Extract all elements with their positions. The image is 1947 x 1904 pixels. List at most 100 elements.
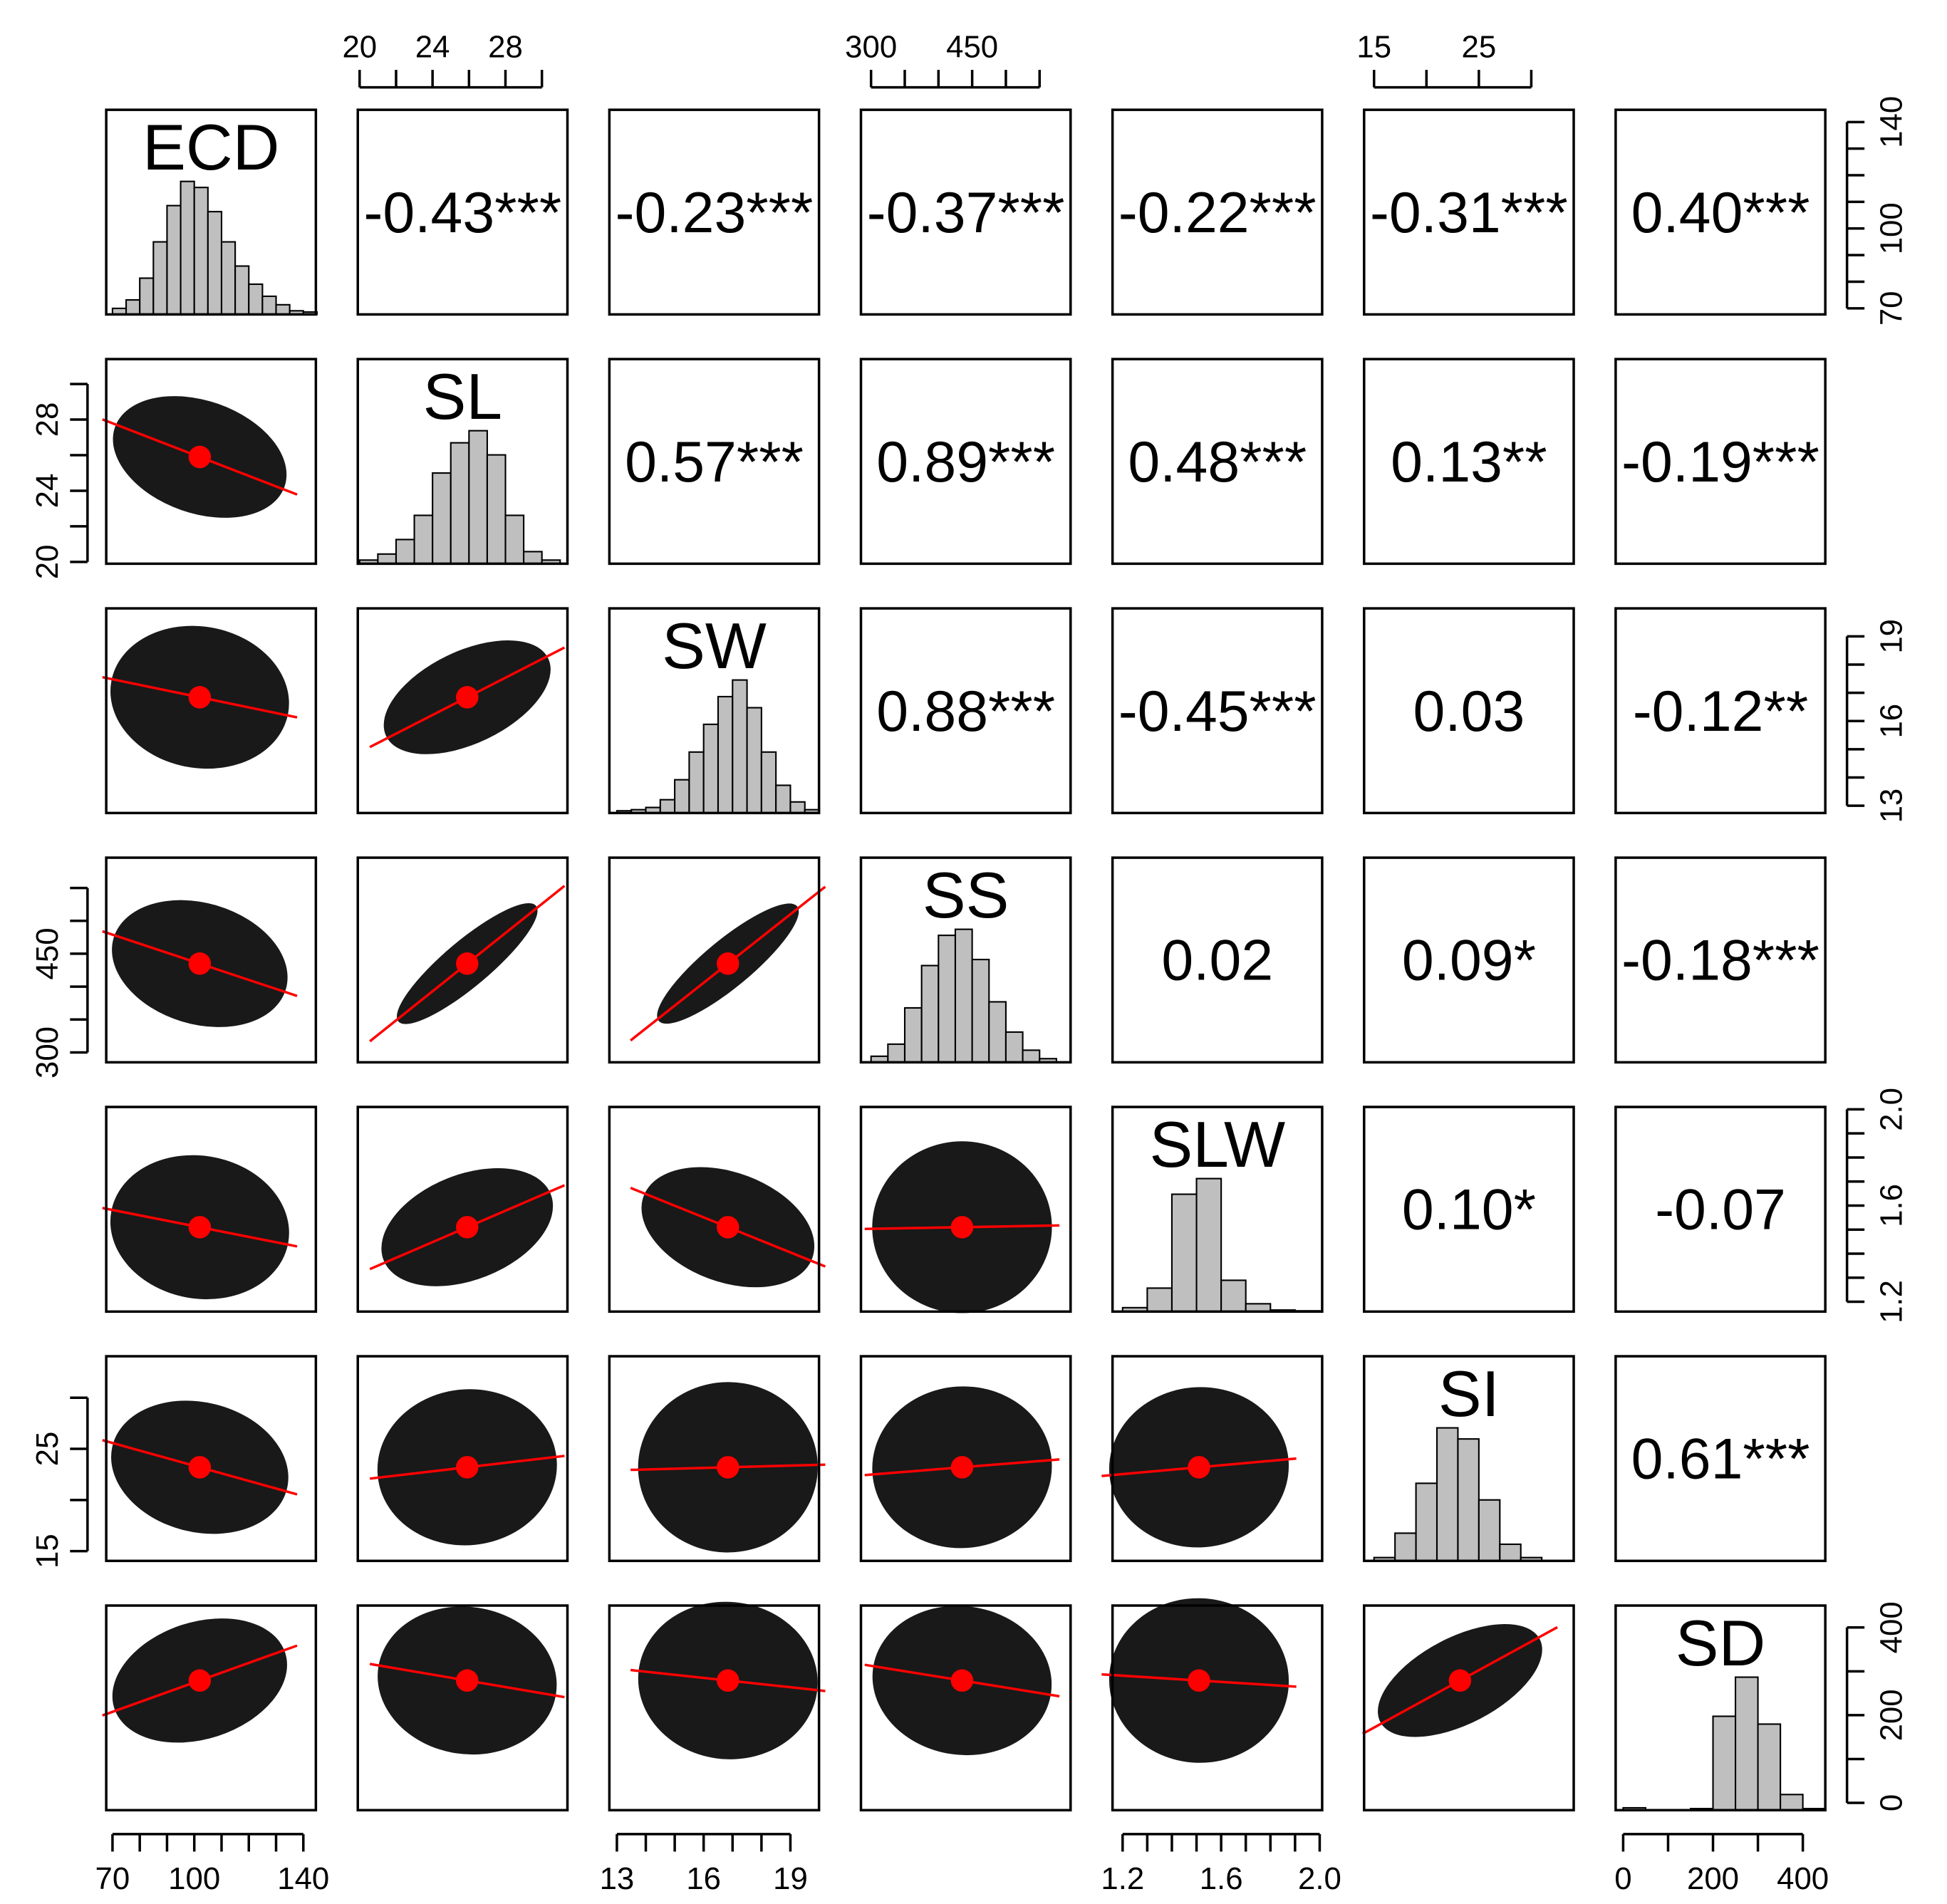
panel-frame: [105, 108, 318, 316]
correlation-label: 0.61***: [1631, 1427, 1810, 1492]
y-tick-label: 450: [30, 927, 65, 979]
hist-bar: [938, 935, 957, 1063]
correlation-label: 0.57***: [625, 430, 804, 494]
hist-bar: [746, 707, 762, 814]
hist-bar: [193, 187, 209, 316]
x-tick-label: 13: [600, 1861, 635, 1896]
hist-bar: [1457, 1438, 1480, 1562]
panel-frame: [608, 358, 821, 566]
panel-frame: [1363, 1355, 1575, 1563]
x-tick-label: 140: [277, 1861, 329, 1896]
correlation-label: -0.18***: [1621, 929, 1819, 993]
hist-bar: [1757, 1723, 1782, 1811]
hist-bar: [1022, 1049, 1041, 1063]
x-tick-label: 100: [168, 1861, 220, 1896]
y-tick-label: 200: [1874, 1689, 1909, 1741]
panel-frame: [1614, 108, 1827, 316]
hist-bar: [1195, 1177, 1222, 1313]
correlation-label: -0.37***: [867, 181, 1065, 245]
panel-frame: [105, 607, 318, 815]
y-tick-label: 0: [1874, 1794, 1909, 1811]
correlation-label: 0.03: [1413, 680, 1525, 744]
hist-bar: [1415, 1482, 1438, 1562]
hist-bar: [166, 204, 182, 316]
panel-frame: [105, 856, 318, 1064]
panel-frame: [859, 358, 1072, 566]
y-tick-label: 300: [30, 1026, 65, 1078]
correlation-label: 0.13**: [1391, 430, 1547, 494]
mean-point: [717, 1456, 739, 1479]
panel-frame: [1111, 108, 1324, 316]
hist-bar: [207, 211, 223, 316]
x-tick-label: 24: [415, 30, 450, 65]
panel-frame: [1614, 358, 1827, 566]
panel-frame: [1614, 1355, 1827, 1563]
y-tick-label: 100: [1874, 202, 1909, 254]
hist-bar: [413, 514, 434, 565]
x-tick-label: 400: [1777, 1861, 1829, 1896]
y-tick-label: 25: [30, 1432, 65, 1467]
hist-bar: [234, 265, 250, 316]
mean-point: [950, 1456, 974, 1479]
y-tick-label: 400: [1874, 1601, 1909, 1653]
hist-bar: [125, 298, 141, 316]
mean-point: [717, 1216, 739, 1239]
y-tick-label: 70: [1874, 291, 1909, 326]
x-tick-label: 25: [1462, 30, 1497, 65]
hist-bar: [450, 442, 470, 565]
x-tick-label: 20: [342, 30, 377, 65]
y-tick-label: 16: [1874, 704, 1909, 739]
hist-bar: [1780, 1794, 1804, 1811]
hist-bar: [954, 928, 973, 1063]
panel-frame: [1614, 607, 1827, 815]
correlation-label: -0.23***: [616, 181, 814, 245]
correlation-label: 0.09*: [1402, 929, 1536, 993]
hist-bar: [971, 959, 990, 1063]
panel-frame: [1614, 1106, 1827, 1313]
hist-bar: [887, 1043, 906, 1063]
hist-bar: [732, 679, 748, 814]
hist-bar: [152, 241, 168, 316]
panel-frame: [608, 108, 821, 316]
correlation-label: 0.10*: [1402, 1178, 1536, 1242]
hist-bar: [1499, 1543, 1522, 1562]
panel-frame: [608, 1106, 821, 1313]
mean-point: [188, 1216, 212, 1239]
hist-bar: [504, 514, 525, 565]
mean-point: [456, 1669, 479, 1692]
correlation-label: 0.02: [1161, 929, 1273, 993]
variable-name: ECD: [142, 112, 279, 184]
correlation-label: 0.89***: [876, 430, 1055, 494]
panel-frame: [356, 108, 569, 316]
hist-bar: [1220, 1279, 1247, 1313]
hist-bar: [717, 695, 734, 814]
correlation-label: -0.31***: [1370, 181, 1568, 245]
correlation-label: 0.88***: [876, 680, 1055, 744]
panel-frame: [356, 1355, 569, 1563]
y-tick-label: 19: [1874, 619, 1909, 654]
hist-bar: [1735, 1676, 1759, 1811]
panel-frame: [1111, 358, 1324, 566]
panel-frame: [105, 358, 318, 566]
hist-bar: [248, 283, 264, 316]
mean-point: [1448, 1669, 1472, 1692]
mean-point: [456, 1456, 479, 1479]
correlation-label: -0.45***: [1118, 680, 1317, 744]
panel-frame: [356, 856, 569, 1064]
y-tick-label: 20: [30, 545, 65, 580]
correlation-label: 0.48***: [1128, 430, 1307, 494]
y-tick-label: 1.2: [1874, 1280, 1909, 1323]
hist-bar: [920, 964, 940, 1063]
panel-frame: [859, 1355, 1072, 1563]
correlation-label: -0.12**: [1633, 680, 1808, 744]
mean-point: [950, 1669, 974, 1692]
panel-frame: [1111, 607, 1324, 815]
panel-frame: [1111, 1604, 1324, 1812]
correlation-label: 0.40***: [1631, 181, 1810, 245]
hist-bar: [180, 180, 195, 316]
x-tick-label: 300: [845, 30, 897, 65]
panel-frame: [608, 856, 821, 1064]
y-tick-label: 13: [1874, 789, 1909, 823]
correlation-label: -0.22***: [1118, 181, 1317, 245]
